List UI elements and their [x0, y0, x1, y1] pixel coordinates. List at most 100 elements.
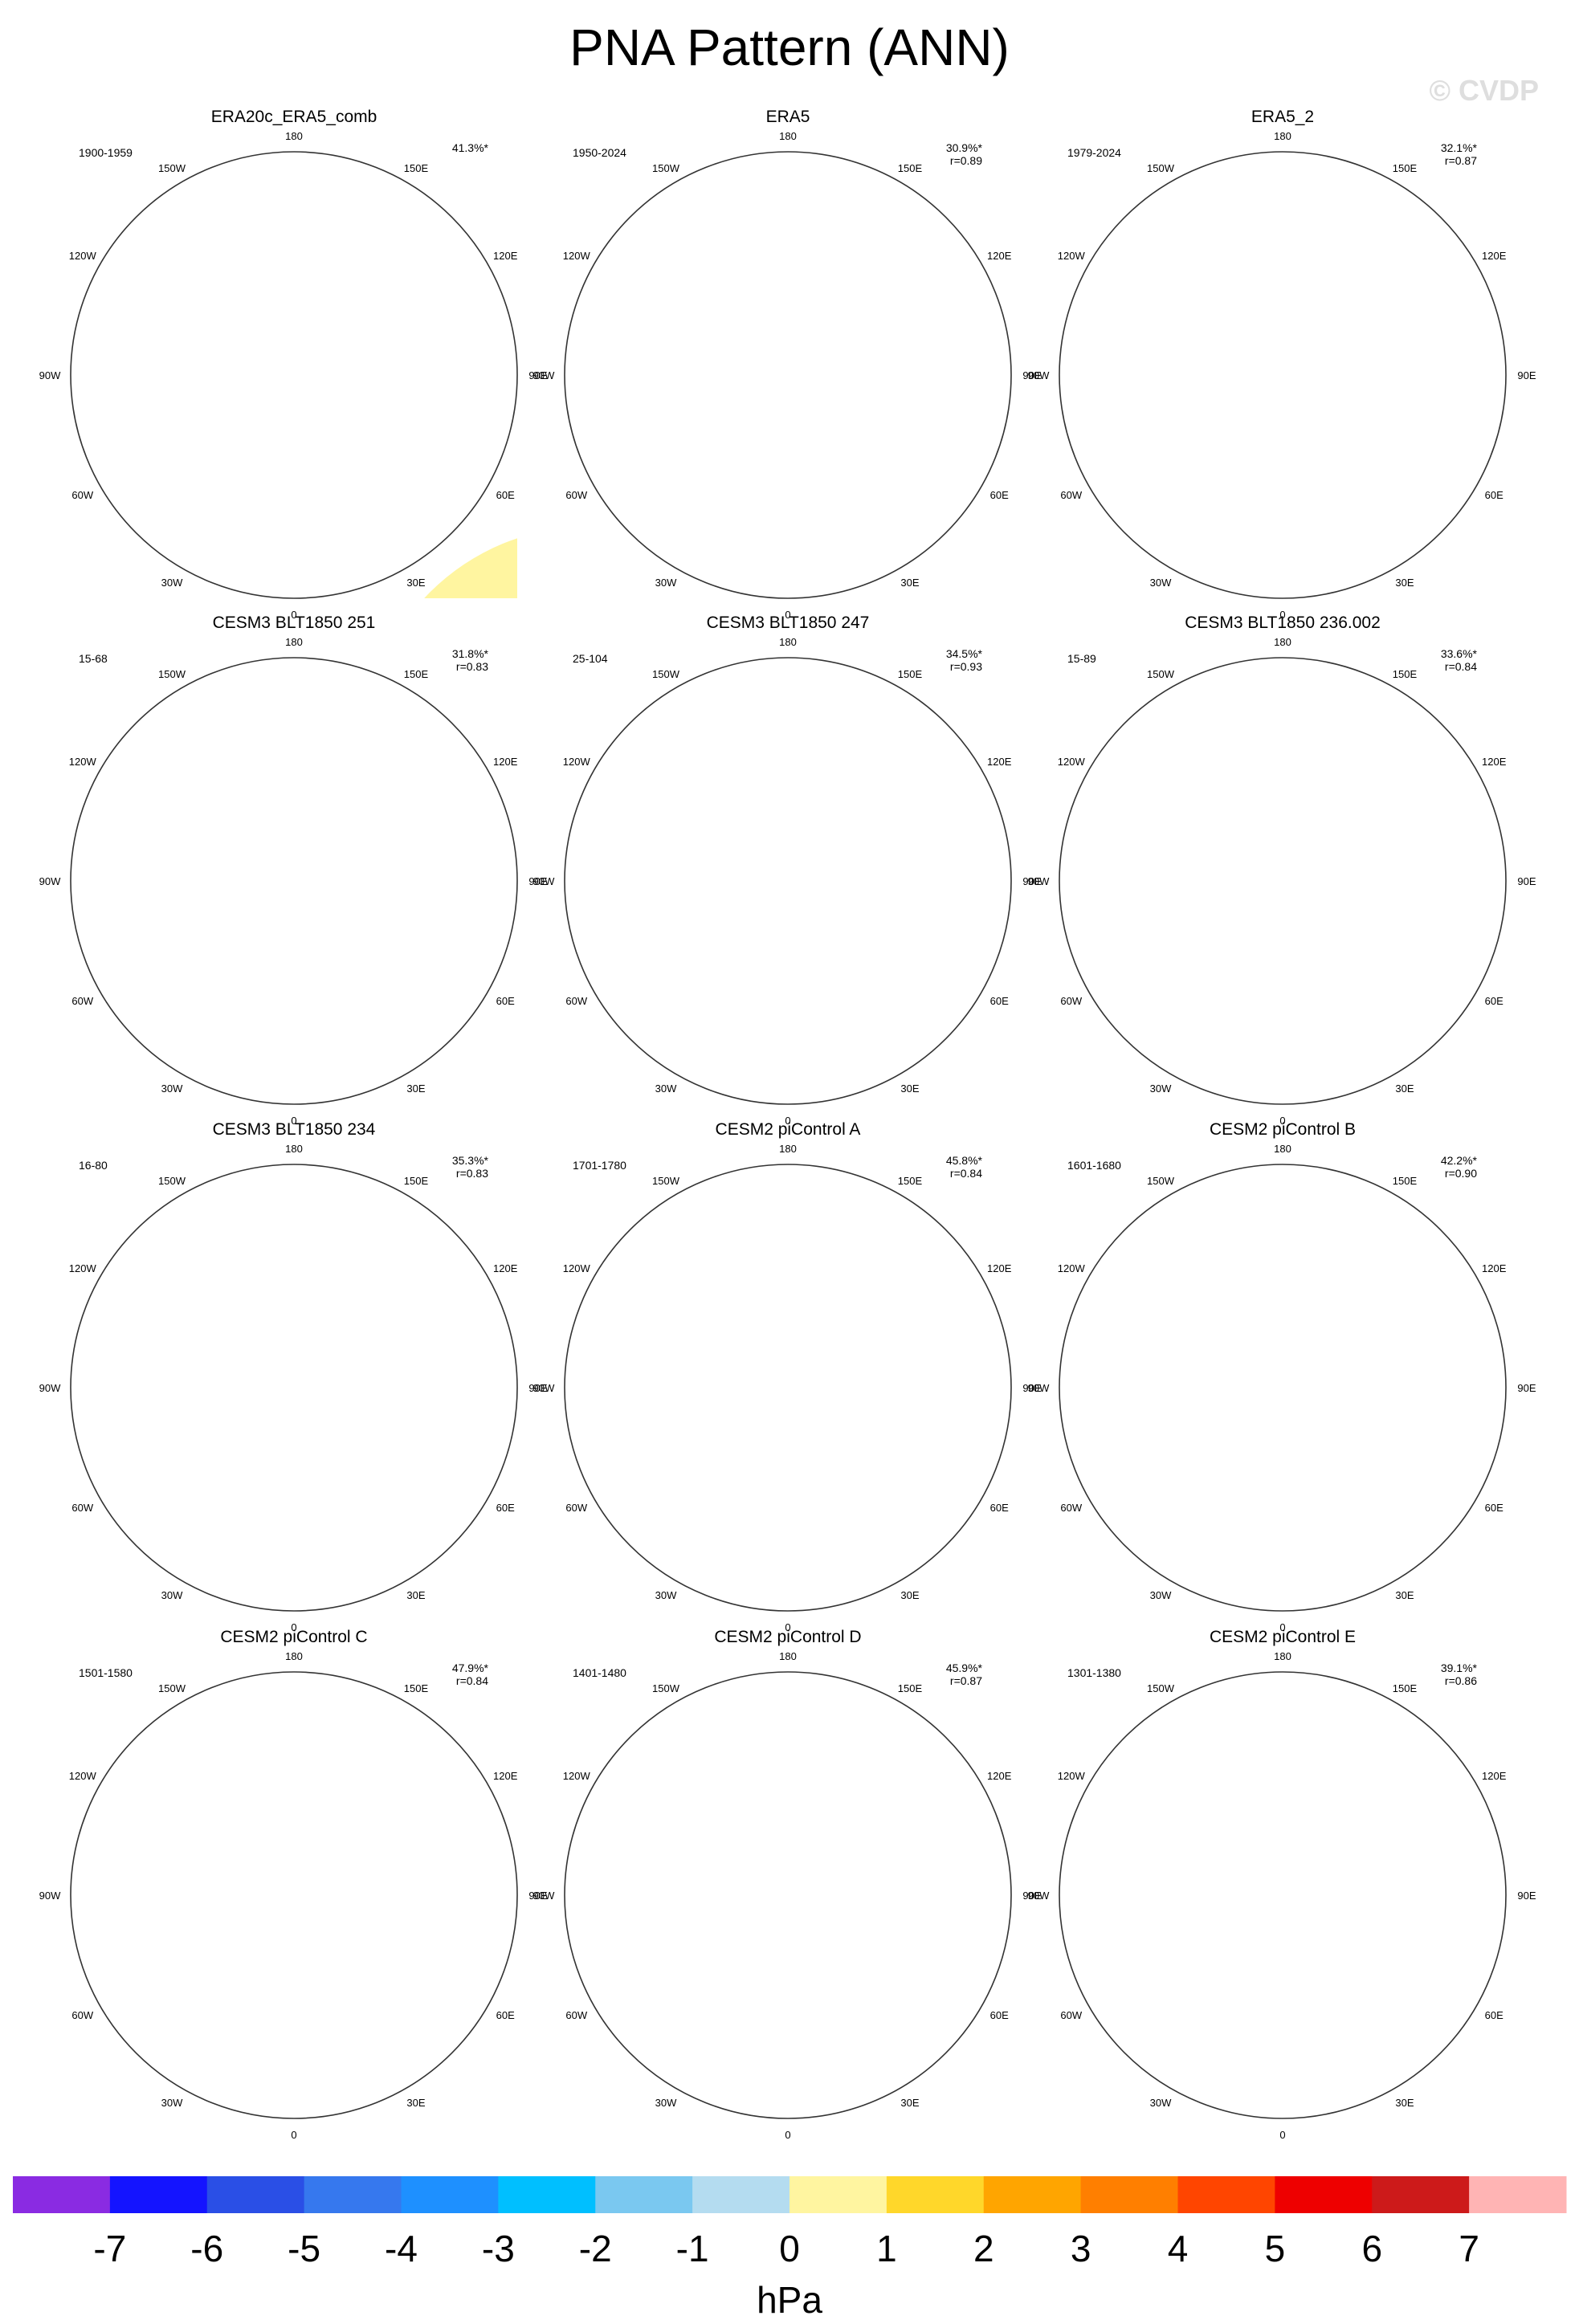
panel-years: 25-104 [573, 652, 608, 665]
negative-region [1059, 1795, 1506, 2058]
map-panel: 180 150E 120E 90E 60E 30E 0 30W 60W 90W 120W 150W CE… [533, 1628, 1042, 2141]
panel-percent: 35.3%* [452, 1154, 489, 1167]
positive-max [293, 860, 303, 870]
map-panel: 180 150E 120E 90E 60E 30E 0 30W 60W 90W 120W 150W CE… [533, 614, 1042, 1127]
negative-region [565, 1672, 1011, 1759]
positive-region [565, 439, 836, 598]
longitude-label: 0 [785, 1115, 790, 1127]
coastline [603, 1299, 965, 1580]
longitude-label: 90W [39, 875, 61, 887]
longitude-label: 120W [69, 1262, 97, 1274]
panel-title: CESM2 piControl B [1210, 1120, 1356, 1139]
negative-max [1242, 1775, 1283, 1799]
positive-core [760, 1865, 800, 1910]
map-boundary [564, 1164, 1012, 1612]
panel-years: 1950-2024 [573, 146, 626, 159]
longitude-label: 30E [1395, 577, 1414, 589]
longitude-label: 120E [1482, 1770, 1507, 1782]
negative-region [71, 1795, 517, 2058]
panel-years: 1601-1680 [1067, 1159, 1121, 1172]
longitude-label: 60W [71, 2009, 93, 2021]
positive-region [262, 152, 495, 256]
panel-correlation: r=0.90 [1445, 1167, 1477, 1180]
positive-region [1190, 295, 1375, 439]
positive-region [1251, 658, 1483, 762]
longitude-label: 120W [1058, 1770, 1086, 1782]
positive-region [756, 152, 989, 256]
positive-region [1059, 945, 1331, 1104]
panel-correlation: r=0.89 [950, 154, 982, 167]
negative-region [565, 781, 1011, 1044]
panel-title: CESM2 piControl D [714, 1628, 861, 1646]
positive-region [565, 945, 836, 1104]
longitude-label: 180 [285, 1650, 303, 1662]
longitude-label: 60E [1485, 2009, 1504, 2021]
longitude-label: 90E [1517, 1890, 1536, 1902]
longitude-label: 30W [1150, 1082, 1172, 1095]
panel-years: 1979-2024 [1067, 146, 1121, 159]
negative-max [752, 761, 776, 776]
longitude-label: 180 [1274, 1650, 1291, 1662]
positive-core [1271, 1356, 1303, 1388]
map-panel: 180 150E 120E 90E 60E 30E 0 30W 60W 90W 120W 150W ER… [1028, 108, 1536, 621]
negative-core [1190, 747, 1295, 791]
longitude-label: 150W [1147, 162, 1175, 174]
panel-title: CESM2 piControl C [220, 1628, 367, 1646]
positive-region [692, 1839, 868, 1967]
panel-years: 1401-1480 [573, 1666, 626, 1679]
longitude-label: 150W [652, 1175, 680, 1187]
longitude-label: 90E [1022, 875, 1041, 887]
positive-region [194, 1847, 362, 1975]
longitude-label: 0 [785, 609, 790, 621]
positive-region [565, 152, 1011, 598]
coastline [603, 286, 965, 568]
map-boundary [1059, 1671, 1507, 2119]
panel-percent: 34.5%* [946, 647, 983, 660]
longitude-label: 120W [1058, 1262, 1086, 1274]
positive-region [692, 1315, 852, 1460]
panel-title: CESM3 BLT1850 251 [213, 614, 376, 632]
negative-core [1193, 1751, 1308, 1799]
negative-core [688, 1751, 824, 1799]
longitude-label: 30W [161, 2097, 183, 2109]
panel-years: 1701-1780 [573, 1159, 626, 1172]
longitude-label: 60E [1485, 489, 1504, 501]
positive-region [696, 813, 864, 917]
longitude-label: 0 [1279, 1115, 1285, 1127]
positive-core [776, 849, 808, 881]
panel-title: ERA5_2 [1251, 108, 1314, 126]
longitude-label: 90E [528, 875, 547, 887]
longitude-label: 150E [404, 1682, 429, 1694]
coastline [603, 1806, 965, 2088]
negative-core [186, 1246, 322, 1290]
longitude-label: 0 [1279, 2129, 1285, 2141]
positive-region [71, 658, 517, 1104]
longitude-label: 90E [1517, 1382, 1536, 1394]
coastline [109, 792, 471, 1074]
negative-region [1059, 1287, 1506, 1551]
longitude-label: 120E [493, 1262, 518, 1274]
panel-correlation: r=0.83 [456, 1167, 488, 1180]
negative-region [365, 527, 517, 538]
longitude-label: 0 [291, 609, 296, 621]
longitude-label: 30W [1150, 2097, 1172, 2109]
negative-region [1059, 781, 1506, 1044]
longitude-label: 30W [161, 1589, 183, 1601]
panel-title: CESM3 BLT1850 236.002 [1185, 614, 1381, 632]
longitude-label: 90W [533, 369, 555, 381]
positive-region [1059, 439, 1331, 598]
longitude-label: 120E [1482, 250, 1507, 262]
map-panel: 180 150E 120E 90E 60E 30E 0 30W 60W 90W 120W 150W CE… [39, 1120, 548, 1633]
map-panel: 180 150E 120E 90E 60E 30E 0 30W 60W 90W 120W 150W ER… [533, 108, 1042, 621]
positive-region [1251, 152, 1483, 256]
longitude-label: 180 [285, 130, 303, 142]
longitude-label: 30E [1395, 1589, 1414, 1601]
map-panel: 180 150E 120E 90E 60E 30E 0 30W 60W 90W 120W 150W CE… [39, 614, 548, 1127]
longitude-label: 150W [652, 668, 680, 680]
longitude-label: 120E [1482, 756, 1507, 768]
longitude-label: 0 [291, 1621, 296, 1633]
positive-region [194, 1331, 346, 1428]
longitude-label: 180 [779, 636, 797, 648]
map-panel: 180 150E 120E 90E 60E 30E 0 30W 60W 90W 120W 150W ER… [39, 108, 548, 621]
